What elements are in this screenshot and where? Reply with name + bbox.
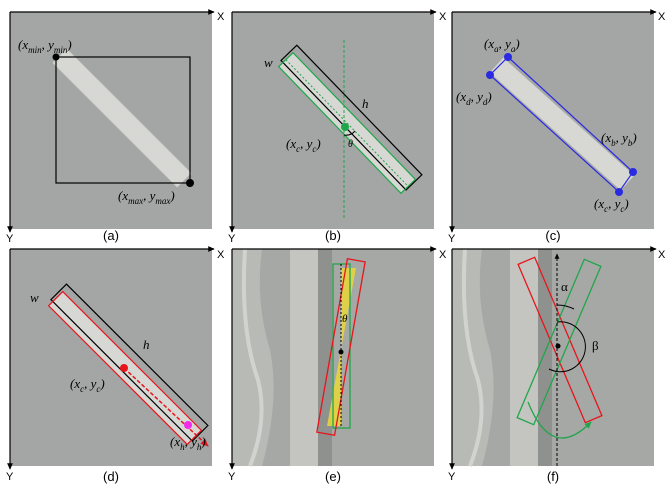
- caption: (c): [545, 228, 560, 243]
- label-part: θ: [348, 139, 353, 150]
- height-label: h: [362, 96, 369, 111]
- label-part: h: [143, 337, 150, 352]
- label-part: ): [315, 136, 320, 151]
- caption: (b): [325, 228, 341, 243]
- label-part: , y: [616, 130, 629, 145]
- label-part: , y: [300, 136, 313, 151]
- label-part: (x: [286, 136, 296, 151]
- x-axis-label: X: [658, 249, 666, 261]
- label-part: w: [30, 290, 39, 305]
- label-part: h: [362, 96, 369, 111]
- label-part: ): [623, 196, 628, 211]
- label-part: (x: [70, 376, 80, 391]
- x-axis-label: X: [217, 249, 225, 261]
- x-axis-label: X: [439, 249, 447, 261]
- width-label: w: [30, 290, 39, 305]
- label-part: , y: [185, 434, 198, 449]
- label-part: , y: [608, 196, 621, 211]
- x-axis-label: X: [439, 11, 447, 23]
- label-part: w: [264, 55, 273, 70]
- subscript: min: [54, 45, 68, 55]
- y-axis-label: Y: [6, 233, 14, 245]
- label-part: β: [592, 338, 599, 353]
- y-axis-label: Y: [228, 471, 236, 483]
- label-part: ): [514, 36, 519, 51]
- label-part: , y: [84, 376, 97, 391]
- label-part: (x: [601, 130, 611, 145]
- label-part: (x: [170, 434, 180, 449]
- angle-label: θ: [348, 139, 353, 150]
- label-part: , y: [42, 37, 55, 52]
- label-part: θ: [342, 313, 348, 325]
- label-part: (x: [456, 89, 466, 104]
- y-axis-label: Y: [448, 233, 456, 245]
- caption: (a): [103, 228, 119, 243]
- x-axis-label: X: [658, 11, 666, 23]
- label-part: (x: [118, 188, 128, 203]
- label-part: , y: [499, 36, 512, 51]
- label-part: ): [169, 188, 174, 203]
- subscript: min: [28, 45, 42, 55]
- y-axis-label: Y: [6, 471, 14, 483]
- caption: (f): [547, 469, 559, 484]
- width-label: w: [264, 55, 273, 70]
- y-axis-label: Y: [228, 233, 236, 245]
- angle-label: θ: [342, 313, 348, 325]
- beta-label: β: [592, 338, 599, 353]
- subscript: max: [128, 196, 143, 206]
- height-label: h: [143, 337, 150, 352]
- label-part: α: [561, 279, 568, 294]
- label-part: ): [631, 130, 636, 145]
- label-part: (x: [484, 36, 494, 51]
- label-part: (x: [594, 196, 604, 211]
- subscript: max: [155, 196, 170, 206]
- x-axis-label: X: [217, 11, 225, 23]
- caption: (d): [103, 469, 119, 484]
- label-part: ): [486, 89, 491, 104]
- label-part: (x: [18, 37, 28, 52]
- label-part: ): [66, 37, 71, 52]
- label-part: , y: [471, 89, 484, 104]
- label-part: ): [99, 376, 104, 391]
- label-part: ): [200, 434, 205, 449]
- caption: (e): [325, 469, 341, 484]
- label-part: , y: [143, 188, 156, 203]
- figure: X Y X Y X Y X Y X Y X Y (xmin, ymin) (xm…: [0, 0, 667, 487]
- y-axis-label: Y: [448, 471, 456, 483]
- alpha-label: α: [561, 279, 568, 294]
